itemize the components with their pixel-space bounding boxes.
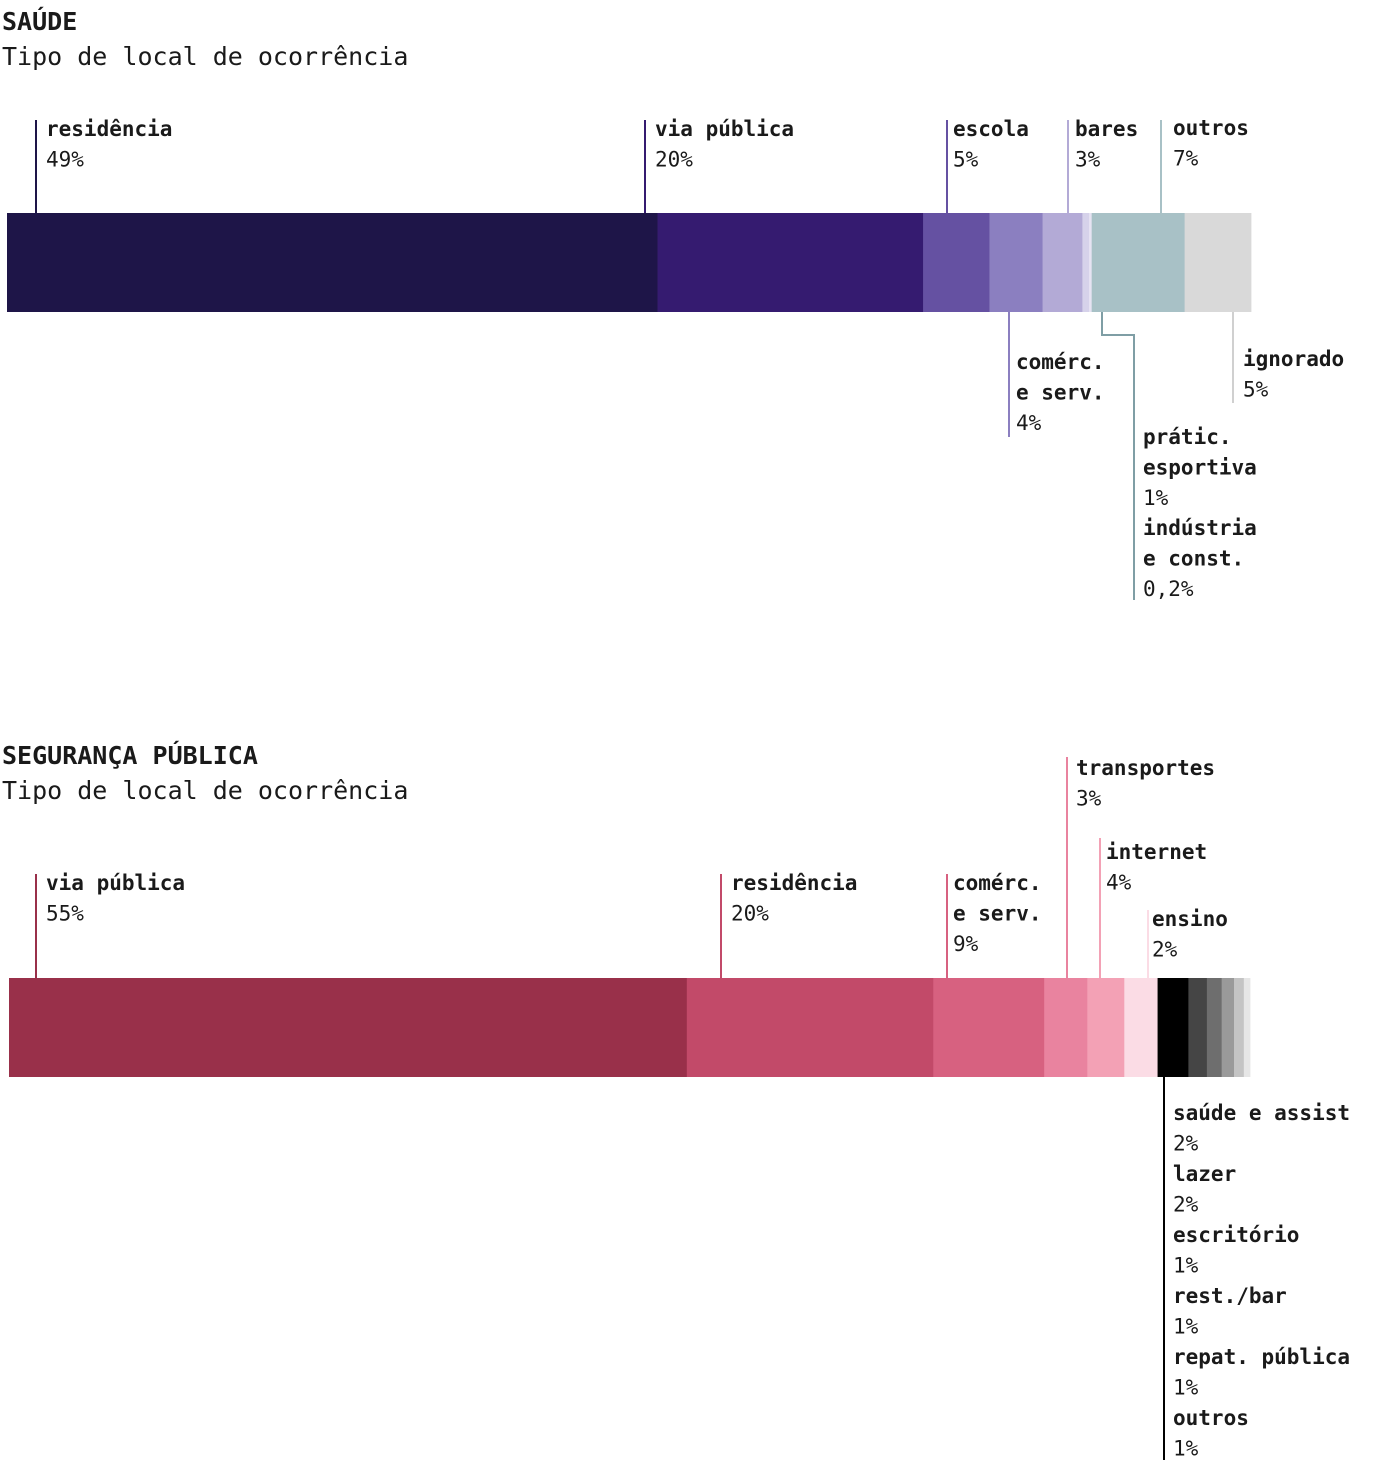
saude-label-ignorado: ignorado — [1243, 347, 1344, 371]
saude-value-outros: 7% — [1173, 147, 1199, 171]
annotations-saude: residência 49% via pública 20% escola 5% bares… — [35, 116, 1344, 601]
saude-segment-via-publica — [657, 213, 924, 312]
saude-label-pratic-esportiva: esportiva — [1143, 456, 1257, 480]
seguranca-label-comerc-e-serv: e serv. — [953, 902, 1042, 926]
seguranca-segment-comerc-e-serv — [933, 978, 1045, 1077]
seguranca-value-internet: 4% — [1106, 871, 1132, 895]
saude-label-comerc-e-serv: comérc. — [1016, 350, 1105, 374]
seguranca-segment-rest-bar — [1221, 978, 1235, 1077]
saude-value-residencia: 49% — [46, 148, 84, 172]
saude-value-comerc-e-serv: 4% — [1016, 411, 1042, 435]
seguranca-value-lazer: 2% — [1173, 1193, 1199, 1217]
saude-segment-industria-e-const — [1089, 213, 1093, 312]
seguranca-value-outros: 1% — [1173, 1437, 1199, 1461]
seguranca-label-saude-e-assist: saúde e assist — [1173, 1101, 1350, 1125]
saude-label-industria-e-const: e const. — [1143, 547, 1244, 571]
chart-subtitle-saude: Tipo de local de ocorrência — [2, 42, 408, 71]
seguranca-label-outros: outros — [1173, 1406, 1249, 1430]
seguranca-value-transportes: 3% — [1076, 787, 1102, 811]
seguranca-segment-lazer — [1188, 978, 1208, 1077]
saude-segment-residencia — [7, 213, 658, 312]
seguranca-value-saude-e-assist: 2% — [1173, 1132, 1199, 1156]
stacked-bar-seguranca — [9, 978, 1251, 1077]
saude-segment-outros — [1091, 213, 1186, 312]
seguranca-value-comerc-e-serv: 9% — [953, 932, 979, 956]
seguranca-label-repat-publica: repat. pública — [1173, 1345, 1350, 1369]
seguranca-value-escritorio: 1% — [1173, 1254, 1199, 1278]
saude-segment-ignorado — [1184, 213, 1252, 312]
seguranca-value-repat-publica: 1% — [1173, 1376, 1199, 1400]
seguranca-segment-ensino — [1124, 978, 1158, 1077]
seguranca-label-internet: internet — [1106, 840, 1207, 864]
saude-value-bares: 3% — [1075, 148, 1101, 172]
saude-value-pratic-esportiva: 1% — [1143, 486, 1169, 510]
chart-saude: SAÚDE Tipo de local de ocorrência residê… — [2, 6, 1344, 601]
saude-label-pratic-esportiva: prátic. — [1143, 425, 1232, 449]
chart-seguranca: SEGURANÇA PÚBLICA Tipo de local de ocorr… — [2, 740, 1350, 1461]
saude-value-escola: 5% — [953, 148, 979, 172]
seguranca-label-residencia: residência — [731, 871, 857, 895]
chart-title-seguranca: SEGURANÇA PÚBLICA — [2, 740, 258, 770]
saude-label-escola: escola — [953, 117, 1029, 141]
stacked-bar-saude — [7, 213, 1252, 312]
saude-segment-comerc-e-serv — [989, 213, 1043, 312]
seguranca-value-ensino: 2% — [1152, 938, 1178, 962]
saude-value-ignorado: 5% — [1243, 378, 1269, 402]
seguranca-segment-outros — [1243, 978, 1251, 1077]
saude-label-residencia: residência — [46, 117, 172, 141]
saude-segment-pratic-esportiva — [1082, 213, 1090, 312]
annotations-seguranca: via pública 55% residência 20% comérc. e serv… — [35, 756, 1350, 1461]
saude-label-outros: outros — [1173, 116, 1249, 140]
seguranca-label-comerc-e-serv: comérc. — [953, 871, 1042, 895]
seguranca-segment-via-publica — [9, 978, 688, 1077]
seguranca-label-transportes: transportes — [1076, 756, 1215, 780]
saude-segment-escola — [923, 213, 990, 312]
chart-subtitle-seguranca: Tipo de local de ocorrência — [2, 776, 408, 805]
seguranca-value-rest-bar: 1% — [1173, 1315, 1199, 1339]
seguranca-segment-internet — [1087, 978, 1125, 1077]
saude-label-via-publica: via pública — [655, 117, 794, 141]
seguranca-segment-repat-publica — [1233, 978, 1245, 1077]
seguranca-value-via-publica: 55% — [46, 902, 84, 926]
saude-label-bares: bares — [1075, 117, 1138, 141]
saude-value-via-publica: 20% — [655, 148, 693, 172]
seguranca-label-lazer: lazer — [1173, 1162, 1236, 1186]
chart-title-saude: SAÚDE — [2, 6, 77, 36]
seguranca-label-escritorio: escritório — [1173, 1223, 1299, 1247]
seguranca-label-rest-bar: rest./bar — [1173, 1284, 1287, 1308]
seguranca-value-residencia: 20% — [731, 902, 769, 926]
seguranca-segment-escritorio — [1206, 978, 1223, 1077]
seguranca-segment-transportes — [1044, 978, 1088, 1077]
saude-segment-bares — [1042, 213, 1083, 312]
saude-label-comerc-e-serv: e serv. — [1016, 381, 1105, 405]
seguranca-segment-saude-e-assist — [1157, 978, 1189, 1077]
seguranca-label-via-publica: via pública — [46, 871, 185, 895]
saude-label-industria-e-const: indústria — [1143, 516, 1257, 540]
saude-value-industria-e-const: 0,2% — [1143, 577, 1194, 601]
seguranca-segment-residencia — [686, 978, 934, 1077]
saude-leader-line-pratic-esportiva — [1101, 312, 1135, 600]
seguranca-label-ensino: ensino — [1152, 907, 1228, 931]
